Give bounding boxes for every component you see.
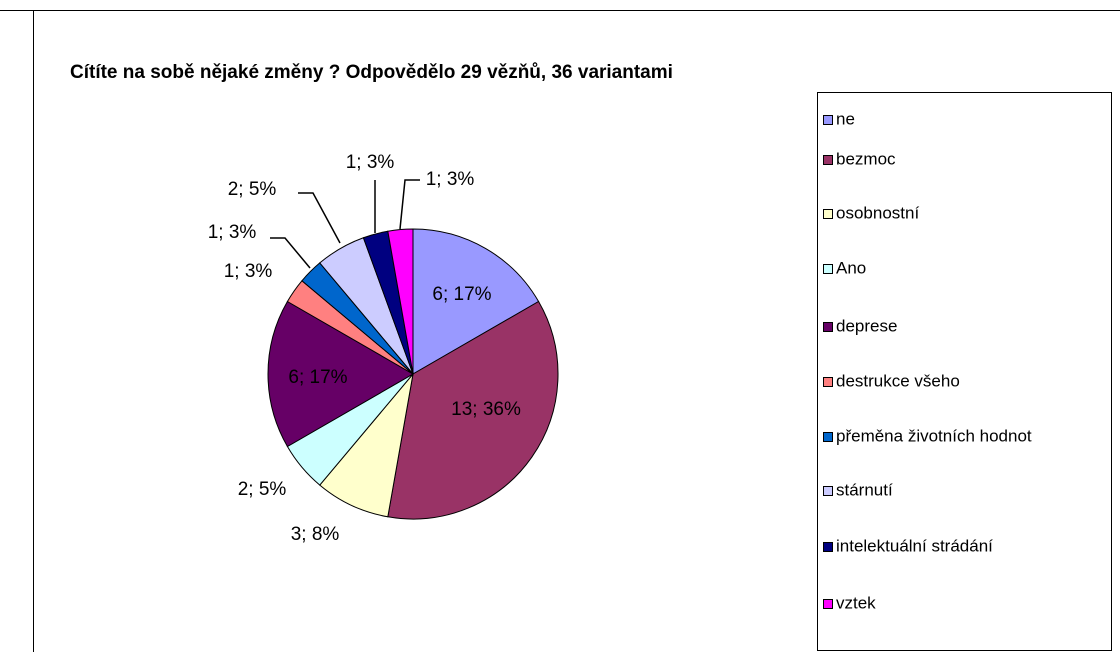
leader-line bbox=[298, 192, 341, 244]
data-label: 6; 17% bbox=[432, 284, 491, 305]
legend-label: Ano bbox=[836, 258, 866, 277]
legend-label: vztek bbox=[836, 593, 876, 612]
pie-slice bbox=[267, 300, 415, 448]
legend-swatch bbox=[823, 542, 833, 552]
legend-swatch bbox=[823, 599, 833, 609]
pie-slice bbox=[412, 228, 540, 375]
legend-swatch bbox=[823, 322, 833, 332]
leader-lines bbox=[270, 179, 420, 269]
legend-swatch bbox=[823, 432, 833, 442]
chart-title: Cítíte na sobě nějaké změny ? Odpovědělo… bbox=[70, 62, 673, 83]
legend-swatch bbox=[823, 264, 833, 274]
legend-label: deprese bbox=[836, 316, 897, 335]
data-label: 6; 17% bbox=[288, 367, 347, 388]
legend-label: stárnutí bbox=[836, 480, 893, 499]
data-label: 13; 36% bbox=[451, 399, 521, 420]
data-label: 1; 3% bbox=[426, 169, 475, 190]
legend-label: ne bbox=[836, 109, 855, 128]
legend-label: osobnostní bbox=[836, 203, 919, 222]
data-label: 1; 3% bbox=[224, 261, 273, 282]
legend-swatch bbox=[823, 377, 833, 387]
legend-swatch bbox=[823, 209, 833, 219]
pie-slice bbox=[387, 228, 414, 375]
legend-box bbox=[817, 92, 1112, 651]
data-label: 2; 5% bbox=[238, 479, 287, 500]
data-label: 1; 3% bbox=[346, 152, 395, 173]
legend-label: intelektuální strádání bbox=[836, 536, 993, 555]
leader-line bbox=[270, 237, 311, 269]
data-label: 2; 5% bbox=[228, 179, 277, 200]
legend-swatch bbox=[823, 115, 833, 125]
legend-label: přeměna životních hodnot bbox=[836, 426, 1032, 445]
data-label: 1; 3% bbox=[208, 222, 257, 243]
data-label: 3; 8% bbox=[291, 524, 340, 545]
legend-label: destrukce všeho bbox=[836, 371, 960, 390]
pie-slice bbox=[387, 300, 559, 520]
legend-swatch bbox=[823, 486, 833, 496]
legend-swatch bbox=[823, 155, 833, 165]
leader-line bbox=[399, 179, 420, 230]
legend-label: bezmoc bbox=[836, 149, 896, 168]
